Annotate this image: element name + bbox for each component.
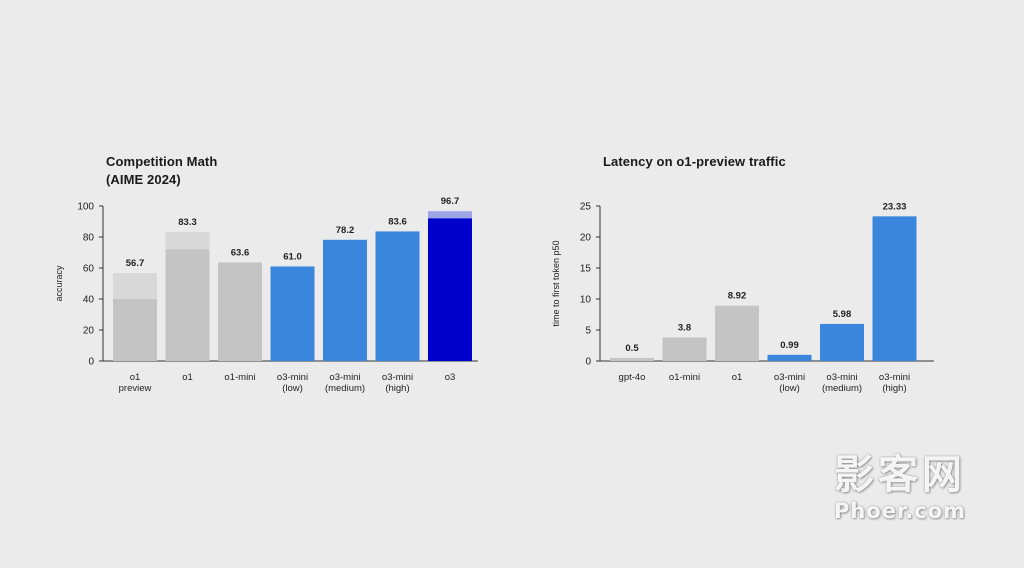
- data-label: 23.33: [883, 201, 907, 212]
- data-label: 83.6: [388, 216, 407, 227]
- x-category-label: o1-mini: [224, 372, 255, 383]
- y-tick-label: 20: [580, 233, 592, 244]
- y-tick-label: 80: [83, 233, 95, 244]
- x-category-label: preview: [119, 383, 152, 394]
- data-label: 83.3: [178, 217, 197, 228]
- x-category-label: o3-mini: [774, 372, 805, 383]
- x-category-label: o1: [732, 372, 743, 383]
- data-label: 96.7: [441, 196, 460, 207]
- data-label: 0.5: [625, 343, 639, 354]
- data-label: 78.2: [336, 225, 355, 236]
- data-label: 5.98: [833, 309, 852, 320]
- bar: [428, 218, 472, 361]
- chart-title-latency: Latency on o1-preview traffic: [603, 153, 786, 171]
- bar: [165, 249, 210, 361]
- x-category-label: (low): [779, 383, 800, 394]
- x-category-label: o1: [130, 372, 141, 383]
- x-category-label: o3-mini: [826, 372, 857, 383]
- bar: [767, 354, 812, 361]
- y-tick-label: 25: [580, 202, 592, 213]
- bar: [375, 231, 420, 361]
- x-category-label: (medium): [325, 383, 365, 394]
- watermark-logo: 影客网 Phoer.com: [805, 452, 995, 524]
- data-label: 56.7: [126, 258, 145, 269]
- x-category-label: o3-mini: [329, 372, 360, 383]
- x-category-label: (high): [882, 383, 906, 394]
- watermark-chinese-text: 影客网: [834, 452, 966, 498]
- y-tick-label: 0: [585, 357, 591, 368]
- y-tick-label: 5: [585, 326, 591, 337]
- chart-title-line-1: Competition Math: [106, 154, 218, 169]
- x-category-label: o3-mini: [382, 372, 413, 383]
- y-tick-label: 0: [88, 357, 94, 368]
- x-category-label: o1-mini: [669, 372, 700, 383]
- y-axis-title: accuracy: [54, 265, 64, 302]
- bar: [610, 357, 654, 361]
- bar: [662, 337, 707, 361]
- x-category-label: o3: [445, 372, 456, 383]
- bar: [218, 262, 262, 361]
- x-category-label: (low): [282, 383, 303, 394]
- bar: [872, 216, 917, 361]
- y-tick-label: 100: [77, 202, 94, 213]
- x-category-label: o3-mini: [277, 372, 308, 383]
- bar: [113, 299, 157, 361]
- data-label: 8.92: [728, 291, 747, 302]
- x-category-label: (high): [385, 383, 409, 394]
- watermark-url-text: Phoer.com: [833, 499, 967, 523]
- x-category-label: o1: [182, 372, 193, 383]
- bar: [323, 239, 367, 361]
- x-category-label: gpt-4o: [619, 372, 646, 383]
- bar: [820, 323, 864, 361]
- data-label: 63.6: [231, 247, 250, 258]
- y-tick-label: 20: [83, 326, 95, 337]
- data-label: 61.0: [283, 251, 302, 262]
- x-category-label: o3-mini: [879, 372, 910, 383]
- y-tick-label: 60: [83, 264, 95, 275]
- bar: [270, 266, 315, 361]
- x-category-label: (medium): [822, 383, 862, 394]
- y-axis-title: time to first token p50: [551, 240, 561, 326]
- data-label: 0.99: [780, 340, 799, 351]
- chart-title-line-2: (AIME 2024): [106, 172, 181, 187]
- y-tick-label: 15: [580, 264, 592, 275]
- data-label: 3.8: [678, 322, 691, 333]
- chart-title-line-1: Latency on o1-preview traffic: [603, 154, 786, 169]
- bar: [715, 305, 759, 361]
- y-tick-label: 10: [580, 295, 592, 306]
- y-tick-label: 40: [83, 295, 95, 306]
- chart-title-competition-math: Competition Math (AIME 2024): [106, 153, 217, 189]
